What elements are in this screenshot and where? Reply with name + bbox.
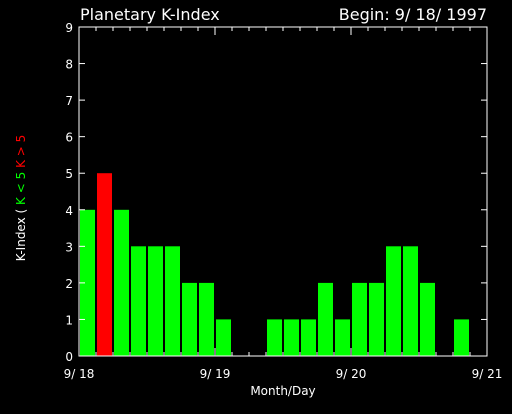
y-tick-label: 3 <box>65 240 73 254</box>
x-tick-label: 9/ 20 <box>336 367 367 381</box>
y-tick-label: 7 <box>65 94 73 108</box>
x-axis-label: Month/Day <box>250 384 315 398</box>
bar <box>114 209 129 356</box>
y-axis-label-group: K-Index ( K < 5 K > 5 <box>14 135 28 262</box>
bars-layer <box>80 173 469 356</box>
bar <box>301 319 316 356</box>
x-tick-label: 9/ 19 <box>200 367 231 381</box>
bar <box>386 246 401 356</box>
y-axis-label: K-Index <box>14 217 28 261</box>
bar <box>352 282 367 356</box>
y-tick-label: 6 <box>65 131 73 145</box>
bar <box>267 319 282 356</box>
legend-low-label: K < 5 <box>14 172 28 205</box>
y-tick-label: 4 <box>65 204 73 218</box>
chart-subtitle: Begin: 9/ 18/ 1997 <box>339 5 487 24</box>
bar <box>420 282 435 356</box>
bar <box>199 282 214 356</box>
legend-prefix: ( <box>14 209 28 214</box>
bar <box>454 319 469 356</box>
bar <box>369 282 384 356</box>
chart-title: Planetary K-Index <box>80 5 220 24</box>
y-ticks: 0 1 2 3 4 5 6 7 8 9 <box>65 21 487 364</box>
y-tick-label: 8 <box>65 58 73 72</box>
bar <box>182 282 197 356</box>
legend-high-label: K > 5 <box>14 135 28 168</box>
y-tick-label: 5 <box>65 167 73 181</box>
bar <box>131 246 146 356</box>
y-tick-label: 0 <box>65 350 73 364</box>
y-tick-label: 2 <box>65 277 73 291</box>
bar <box>335 319 350 356</box>
bar <box>403 246 418 356</box>
x-ticks: 9/ 18 9/ 19 9/ 20 9/ 21 <box>64 27 503 381</box>
bar <box>318 282 333 356</box>
bar <box>216 319 231 356</box>
bar <box>97 173 112 356</box>
y-tick-label: 9 <box>65 21 73 35</box>
bar <box>165 246 180 356</box>
x-tick-label: 9/ 21 <box>472 367 503 381</box>
y-tick-label: 1 <box>65 313 73 327</box>
svg-text:K-Index ( K < 5 K > 5: K-Index ( K < 5 K > 5 <box>14 135 28 262</box>
x-tick-label: 9/ 18 <box>64 367 95 381</box>
bar <box>284 319 299 356</box>
bar <box>148 246 163 356</box>
